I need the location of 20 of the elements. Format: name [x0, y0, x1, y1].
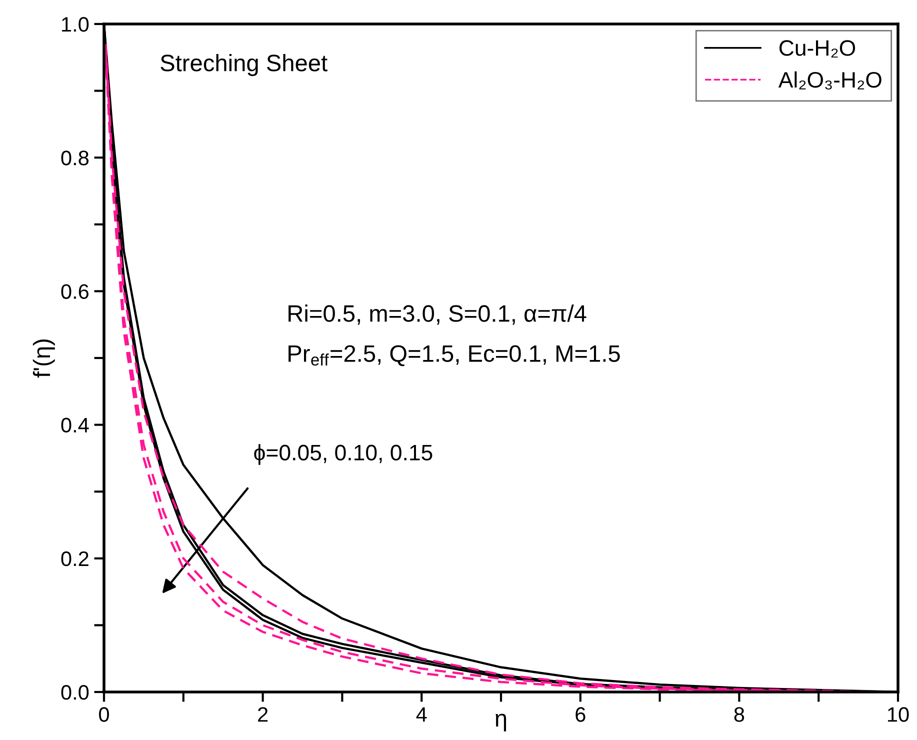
y-tick-label: 0.2: [61, 551, 88, 566]
x-tick-label: 8: [734, 707, 744, 722]
x-axis-title: η: [496, 714, 506, 732]
annotation: Streching Sheet: [160, 54, 328, 76]
legend-label: Al₂O₃-H₂O: [778, 71, 882, 90]
y-tick-label: 0.0: [61, 685, 89, 700]
y-tick-label: 0.8: [61, 150, 89, 166]
y-axis-title: f'(η): [32, 340, 55, 378]
y-tick-label: 1.0: [62, 17, 89, 32]
x-tick-label: 0: [99, 707, 109, 722]
annotation: Pr$_{eff}$=2.5, Q=1.5, Ec=0.1, M=1.5: [288, 345, 620, 366]
x-tick-label: 6: [576, 707, 586, 722]
legend-label: Cu-H₂O: [779, 40, 856, 58]
y-tick-label: 0.4: [61, 418, 89, 433]
y-tick-label: 0.6: [61, 284, 89, 299]
x-tick-label: 10: [888, 707, 909, 722]
x-tick-label: 4: [416, 707, 427, 722]
annotation: ϕ=0.05, 0.10, 0.15: [254, 444, 432, 465]
x-tick-label: 2: [258, 707, 268, 722]
annotation: Ri=0.5, m=3.0, S=0.1, α=π/4: [288, 304, 586, 325]
